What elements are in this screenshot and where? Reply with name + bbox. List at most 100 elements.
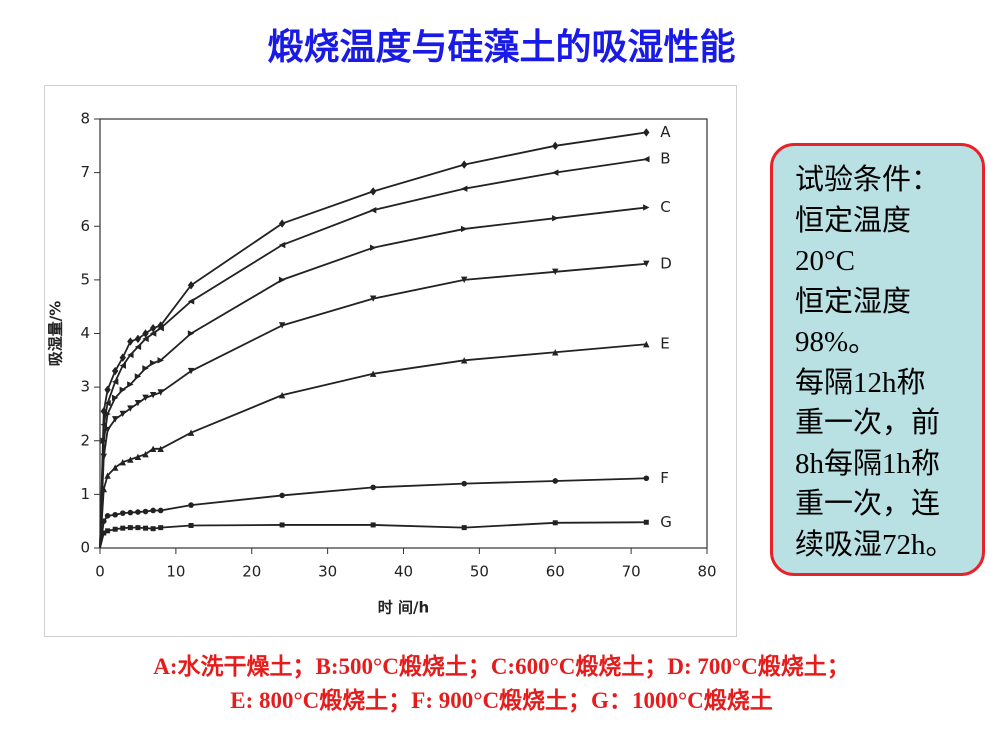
data-point (643, 156, 650, 163)
data-point (135, 525, 141, 531)
data-point (552, 268, 559, 276)
data-point (188, 522, 194, 528)
data-point (134, 373, 142, 380)
series-label: C (660, 198, 670, 216)
data-point (278, 276, 286, 284)
data-point (142, 365, 149, 372)
data-point (127, 525, 133, 531)
data-point (119, 353, 126, 362)
y-tick-label: 2 (80, 431, 90, 449)
data-point (104, 385, 111, 395)
data-point (104, 513, 111, 519)
data-point (461, 480, 467, 487)
data-point (369, 206, 377, 214)
x-tick-label: 20 (242, 563, 261, 581)
series-line (99, 131, 647, 549)
series-line (99, 262, 647, 549)
data-point (157, 507, 164, 514)
data-point (104, 426, 111, 434)
data-point (370, 484, 376, 491)
data-point (127, 381, 134, 388)
data-point (142, 329, 149, 338)
data-point (119, 510, 126, 516)
data-point (279, 522, 285, 528)
data-point (111, 378, 119, 385)
x-tick-label: 50 (470, 563, 489, 581)
x-tick-label: 40 (394, 563, 413, 581)
series-line (99, 206, 647, 549)
data-point (127, 405, 134, 412)
series-label: D (660, 254, 672, 272)
data-point (127, 337, 134, 346)
data-point (157, 357, 164, 364)
data-point (143, 525, 149, 531)
data-point (461, 185, 468, 192)
data-point (461, 525, 467, 531)
condition-line: 8h每隔1h称 (795, 447, 941, 480)
data-point (100, 518, 107, 524)
y-tick-label: 4 (80, 324, 90, 342)
data-point (643, 260, 650, 267)
data-point (369, 295, 377, 302)
data-point (369, 187, 377, 196)
data-point (643, 128, 650, 137)
data-point (187, 298, 195, 305)
y-tick-label: 3 (80, 378, 90, 396)
data-point (279, 492, 285, 499)
data-point (120, 525, 126, 531)
data-point (135, 509, 141, 515)
series-line (99, 158, 647, 549)
condition-line: 恒定湿度 (795, 285, 912, 318)
slide-title: 煅烧温度与硅藻土的吸湿性能 (267, 27, 736, 68)
data-point (187, 429, 195, 436)
y-tick-label: 5 (80, 270, 90, 288)
data-point (100, 437, 107, 444)
x-tick-label: 80 (697, 563, 716, 581)
data-point (278, 219, 286, 228)
condition-line: 每隔12h称 (795, 366, 926, 399)
data-point (119, 459, 126, 466)
condition-line: 试验条件： (795, 164, 941, 196)
data-point (369, 370, 377, 377)
data-point (187, 367, 195, 375)
data-point (127, 456, 134, 463)
data-point (461, 225, 468, 233)
data-point (100, 485, 107, 493)
caption-line: A:水洗干燥土；B:500°C煅烧土；C:600°C煅烧土；D: 700°C煅烧… (153, 654, 850, 679)
data-point (278, 391, 286, 399)
data-point (150, 526, 156, 532)
data-point (134, 453, 142, 461)
series-label: A (660, 123, 671, 141)
data-point (142, 450, 149, 458)
caption-line: E: 800°C煅烧土；F: 900°C煅烧土；G：1000°C煅烧土 (230, 688, 773, 713)
data-point (188, 502, 194, 508)
data-point (111, 394, 119, 402)
series-line (99, 477, 647, 549)
data-point (643, 519, 649, 525)
data-point (643, 204, 650, 211)
x-tick-label: 30 (318, 563, 337, 581)
data-point (158, 525, 164, 531)
data-point (461, 276, 468, 284)
series-label: G (660, 513, 672, 531)
x-tick-label: 0 (95, 563, 105, 581)
y-axis-label: 吸湿量/% (47, 301, 65, 367)
data-point (119, 362, 126, 369)
data-point (142, 508, 149, 515)
data-point (119, 410, 126, 418)
data-point (157, 324, 164, 332)
x-tick-label: 10 (166, 563, 185, 581)
data-point (187, 281, 195, 290)
y-tick-label: 8 (80, 110, 90, 128)
data-point (119, 386, 126, 394)
data-point (278, 241, 286, 249)
data-point (552, 141, 559, 151)
condition-line: 98%。 (795, 326, 878, 358)
series-line (99, 521, 647, 549)
data-point (134, 334, 142, 344)
series-line (99, 343, 647, 549)
series-label: F (660, 469, 669, 487)
condition-line: 重一次，连 (795, 488, 941, 520)
data-point (142, 335, 149, 343)
